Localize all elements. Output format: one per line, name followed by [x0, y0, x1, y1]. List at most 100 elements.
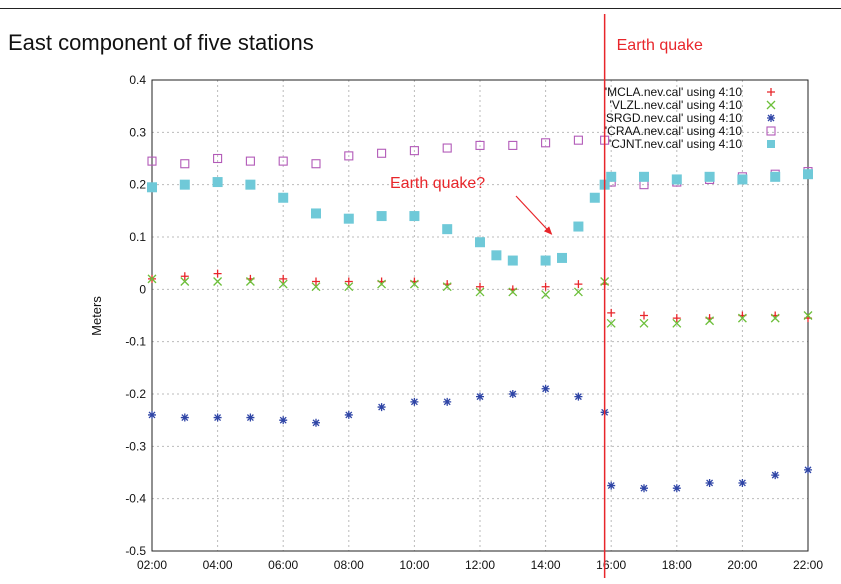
data-point — [640, 311, 648, 320]
y-tick-label: -0.4 — [125, 492, 146, 506]
data-point — [409, 279, 419, 289]
series-4 — [147, 169, 813, 266]
data-point — [343, 213, 354, 224]
data-point — [179, 179, 190, 190]
data-point — [737, 174, 748, 185]
data-point — [737, 313, 747, 323]
y-tick-label: 0 — [139, 282, 146, 296]
x-tick-label: 16:00 — [596, 558, 626, 572]
legend-label: 'CRAA.nev.cal' using 4:10 — [605, 124, 742, 138]
data-point — [672, 314, 681, 323]
data-point — [180, 272, 189, 281]
x-tick-label: 02:00 — [137, 558, 167, 572]
data-point — [475, 140, 485, 150]
data-point — [245, 179, 256, 190]
y-tick-label: 0.4 — [129, 73, 146, 87]
data-point — [557, 252, 567, 263]
data-point — [147, 156, 157, 166]
x-tick-label: 14:00 — [531, 558, 561, 572]
data-point — [475, 237, 485, 248]
data-point — [672, 318, 682, 328]
y-tick-label: 0.3 — [129, 125, 146, 139]
data-point — [377, 279, 387, 289]
data-point — [767, 140, 775, 148]
data-point — [771, 471, 780, 480]
data-point — [606, 318, 616, 328]
data-point — [640, 484, 648, 493]
data-point — [312, 277, 320, 286]
data-point — [540, 255, 551, 266]
data-point — [344, 151, 354, 161]
series-2 — [148, 384, 812, 493]
series-1 — [147, 274, 813, 328]
data-point — [476, 392, 484, 401]
data-point — [147, 182, 157, 193]
data-point — [607, 308, 616, 317]
data-point — [377, 403, 386, 412]
legend-label: 'SRGD.nev.cal' using 4:10 — [604, 111, 743, 125]
data-point — [442, 282, 452, 292]
data-point — [213, 153, 223, 164]
data-point — [213, 277, 223, 286]
data-point — [639, 318, 649, 328]
data-point — [213, 413, 222, 422]
data-point — [541, 282, 550, 291]
x-tick-label: 22:00 — [793, 558, 823, 572]
data-point — [344, 277, 353, 286]
x-tick-label: 10:00 — [399, 558, 429, 572]
data-point — [573, 135, 583, 145]
data-point — [541, 290, 551, 300]
x-tick-label: 18:00 — [662, 558, 692, 572]
data-point — [180, 413, 189, 422]
y-tick-label: -0.3 — [125, 439, 146, 453]
data-point — [766, 100, 776, 110]
data-point — [278, 156, 288, 166]
data-point — [705, 478, 714, 487]
page-title: East component of five stations — [8, 30, 314, 55]
earthquake-label: Earth quake — [617, 37, 703, 54]
annotation-arrow — [515, 195, 553, 235]
data-point — [541, 384, 550, 393]
y-tick-label: 0.2 — [129, 178, 146, 192]
data-point — [442, 224, 453, 235]
data-point — [312, 418, 320, 427]
y-tick-label: -0.1 — [125, 335, 146, 349]
data-point — [671, 174, 682, 185]
data-point — [279, 416, 288, 425]
data-point — [475, 287, 485, 297]
data-point — [147, 274, 157, 284]
data-point — [770, 171, 781, 182]
data-point — [212, 177, 223, 188]
data-point — [377, 148, 387, 158]
data-point — [767, 114, 775, 122]
data-point — [409, 211, 420, 222]
y-tick-label: -0.5 — [125, 544, 146, 558]
data-point — [507, 255, 518, 266]
y-tick-label: -0.2 — [125, 387, 146, 401]
data-point — [589, 192, 600, 203]
data-point — [705, 316, 715, 326]
data-point — [443, 397, 452, 406]
data-point — [573, 221, 584, 232]
x-tick-label: 06:00 — [268, 558, 298, 572]
data-point — [442, 143, 452, 153]
data-point — [180, 159, 190, 169]
data-point — [672, 484, 681, 493]
data-point — [180, 277, 190, 286]
data-point — [279, 274, 288, 283]
data-point — [738, 478, 747, 487]
y-axis-label: Meters — [89, 296, 104, 336]
x-tick-label: 04:00 — [203, 558, 233, 572]
data-point — [213, 269, 222, 278]
y-axis: 0.4 0.3 0.2 0.1 0 -0.1 -0.2 -0.3 -0.4 -0.5 — [125, 73, 146, 558]
data-point — [245, 277, 255, 286]
data-point — [245, 156, 255, 166]
data-point — [148, 410, 156, 419]
data-point — [409, 146, 419, 156]
top-rule — [0, 8, 841, 9]
data-point — [606, 171, 617, 182]
data-point — [508, 390, 517, 398]
series-layer — [147, 135, 813, 493]
data-point — [311, 159, 321, 169]
